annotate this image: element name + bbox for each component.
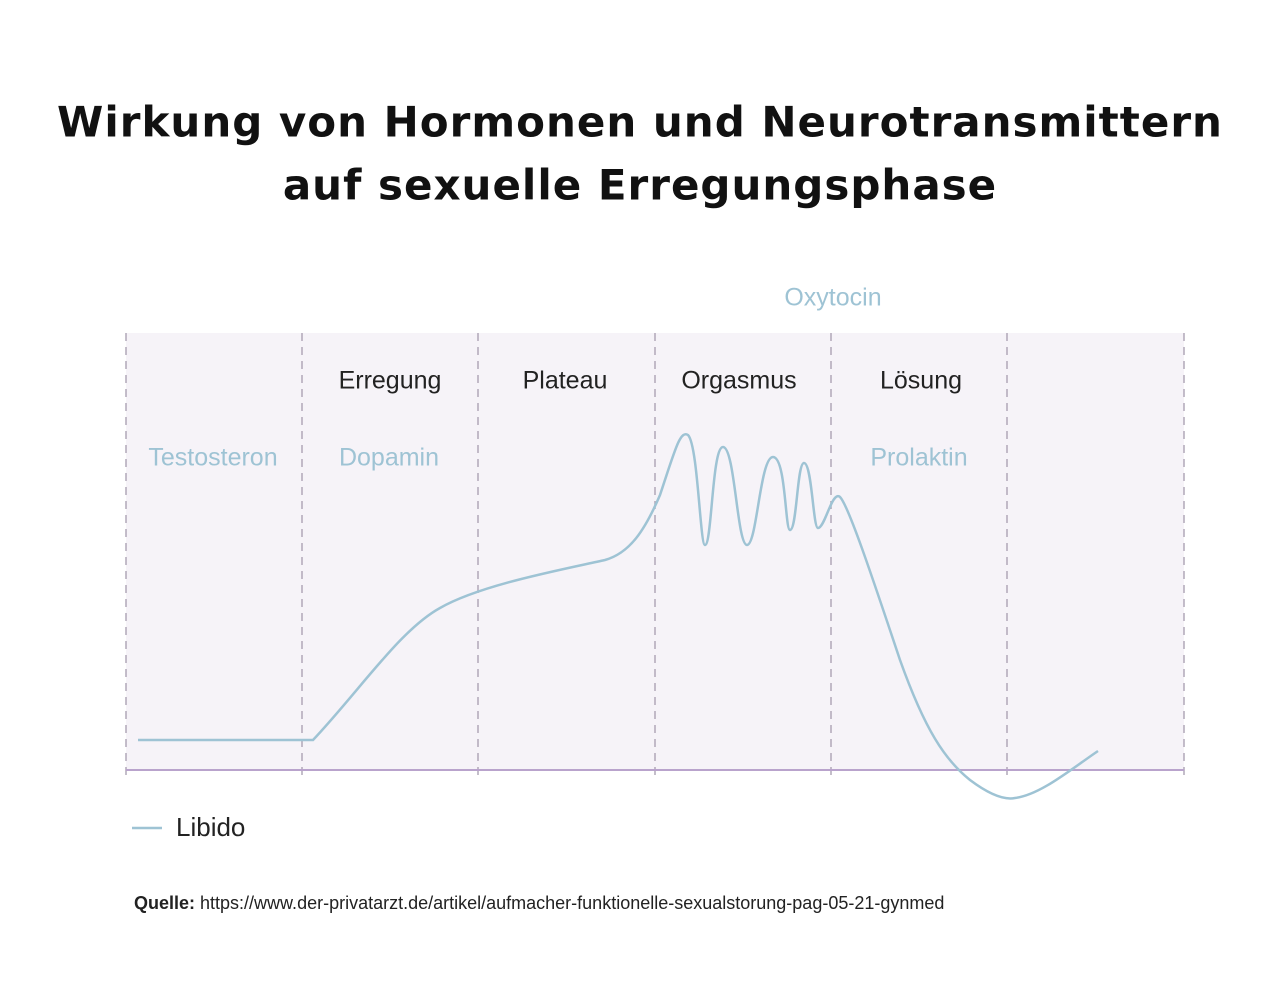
source-text: Quelle: https://www.der-privatarzt.de/ar… <box>134 893 944 913</box>
source-label: Quelle: <box>134 893 195 913</box>
title-line: auf sexuelle Erregungsphase <box>283 161 997 210</box>
libido-curve <box>138 433 1099 800</box>
phase-label: Erregung <box>339 367 442 395</box>
phase-label: Plateau <box>523 367 608 395</box>
hormone-label: Prolaktin <box>870 444 967 472</box>
hormone-label: Oxytocin <box>784 284 881 312</box>
hormone-label: Dopamin <box>339 444 439 472</box>
hormone-label: Testosteron <box>148 444 277 472</box>
legend-label: Libido <box>176 812 245 842</box>
phase-label: Lösung <box>880 367 962 395</box>
phase-dividers <box>125 333 1185 776</box>
title-line: Wirkung von Hormonen und Neurotransmitte… <box>57 98 1223 147</box>
source-url: https://www.der-privatarzt.de/artikel/au… <box>200 893 944 913</box>
phase-label: Orgasmus <box>681 367 796 395</box>
